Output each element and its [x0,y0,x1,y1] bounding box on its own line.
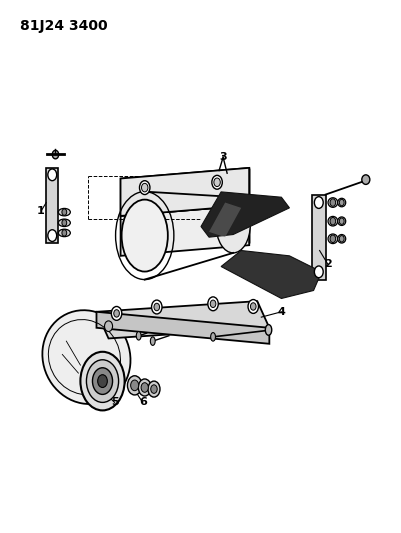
Circle shape [139,181,150,195]
Circle shape [80,352,124,410]
Circle shape [150,385,157,393]
Polygon shape [311,195,325,280]
Circle shape [127,376,142,395]
Circle shape [314,266,322,278]
Circle shape [97,375,107,387]
Ellipse shape [361,175,369,184]
Text: 3: 3 [219,152,226,162]
Ellipse shape [265,325,271,335]
Ellipse shape [136,332,141,340]
Ellipse shape [42,310,130,404]
Polygon shape [96,301,269,338]
Circle shape [62,230,67,236]
Polygon shape [120,205,249,256]
Circle shape [314,197,322,208]
Circle shape [104,321,112,332]
Polygon shape [120,168,249,216]
Circle shape [213,178,220,187]
Text: 2: 2 [323,259,331,269]
Circle shape [92,368,112,394]
Circle shape [338,199,343,206]
Circle shape [338,218,343,224]
Text: 81J24 3400: 81J24 3400 [20,19,107,33]
Ellipse shape [337,235,345,243]
Ellipse shape [327,198,337,207]
Circle shape [250,303,255,310]
Circle shape [141,183,148,192]
Polygon shape [221,251,321,298]
Ellipse shape [337,217,345,225]
Polygon shape [96,312,269,344]
Text: 4: 4 [277,307,285,317]
Circle shape [138,379,151,396]
Ellipse shape [150,337,155,345]
Ellipse shape [215,197,249,253]
Circle shape [338,236,343,242]
Circle shape [48,169,57,181]
Circle shape [211,175,222,189]
Circle shape [86,360,118,402]
Ellipse shape [327,234,337,244]
Circle shape [329,217,335,225]
Text: 6: 6 [138,398,146,407]
Ellipse shape [337,198,345,207]
Text: 1: 1 [36,206,44,215]
Circle shape [207,297,218,311]
Circle shape [113,310,119,317]
Ellipse shape [58,219,70,227]
Circle shape [141,383,148,392]
Polygon shape [46,168,58,243]
Circle shape [62,209,67,215]
Circle shape [148,381,160,397]
Text: 5: 5 [111,398,118,407]
Circle shape [52,150,59,159]
Circle shape [247,300,258,313]
Circle shape [151,300,162,314]
Ellipse shape [121,199,168,271]
Circle shape [154,303,159,311]
Circle shape [329,199,335,206]
Ellipse shape [327,216,337,226]
Polygon shape [209,203,241,237]
Ellipse shape [58,229,70,237]
Ellipse shape [210,333,215,341]
Circle shape [130,380,138,391]
Circle shape [48,230,57,241]
Circle shape [329,235,335,243]
Circle shape [210,300,215,308]
Ellipse shape [58,208,70,216]
Circle shape [62,220,67,226]
Polygon shape [200,192,289,237]
Circle shape [111,306,122,320]
Polygon shape [120,168,249,216]
